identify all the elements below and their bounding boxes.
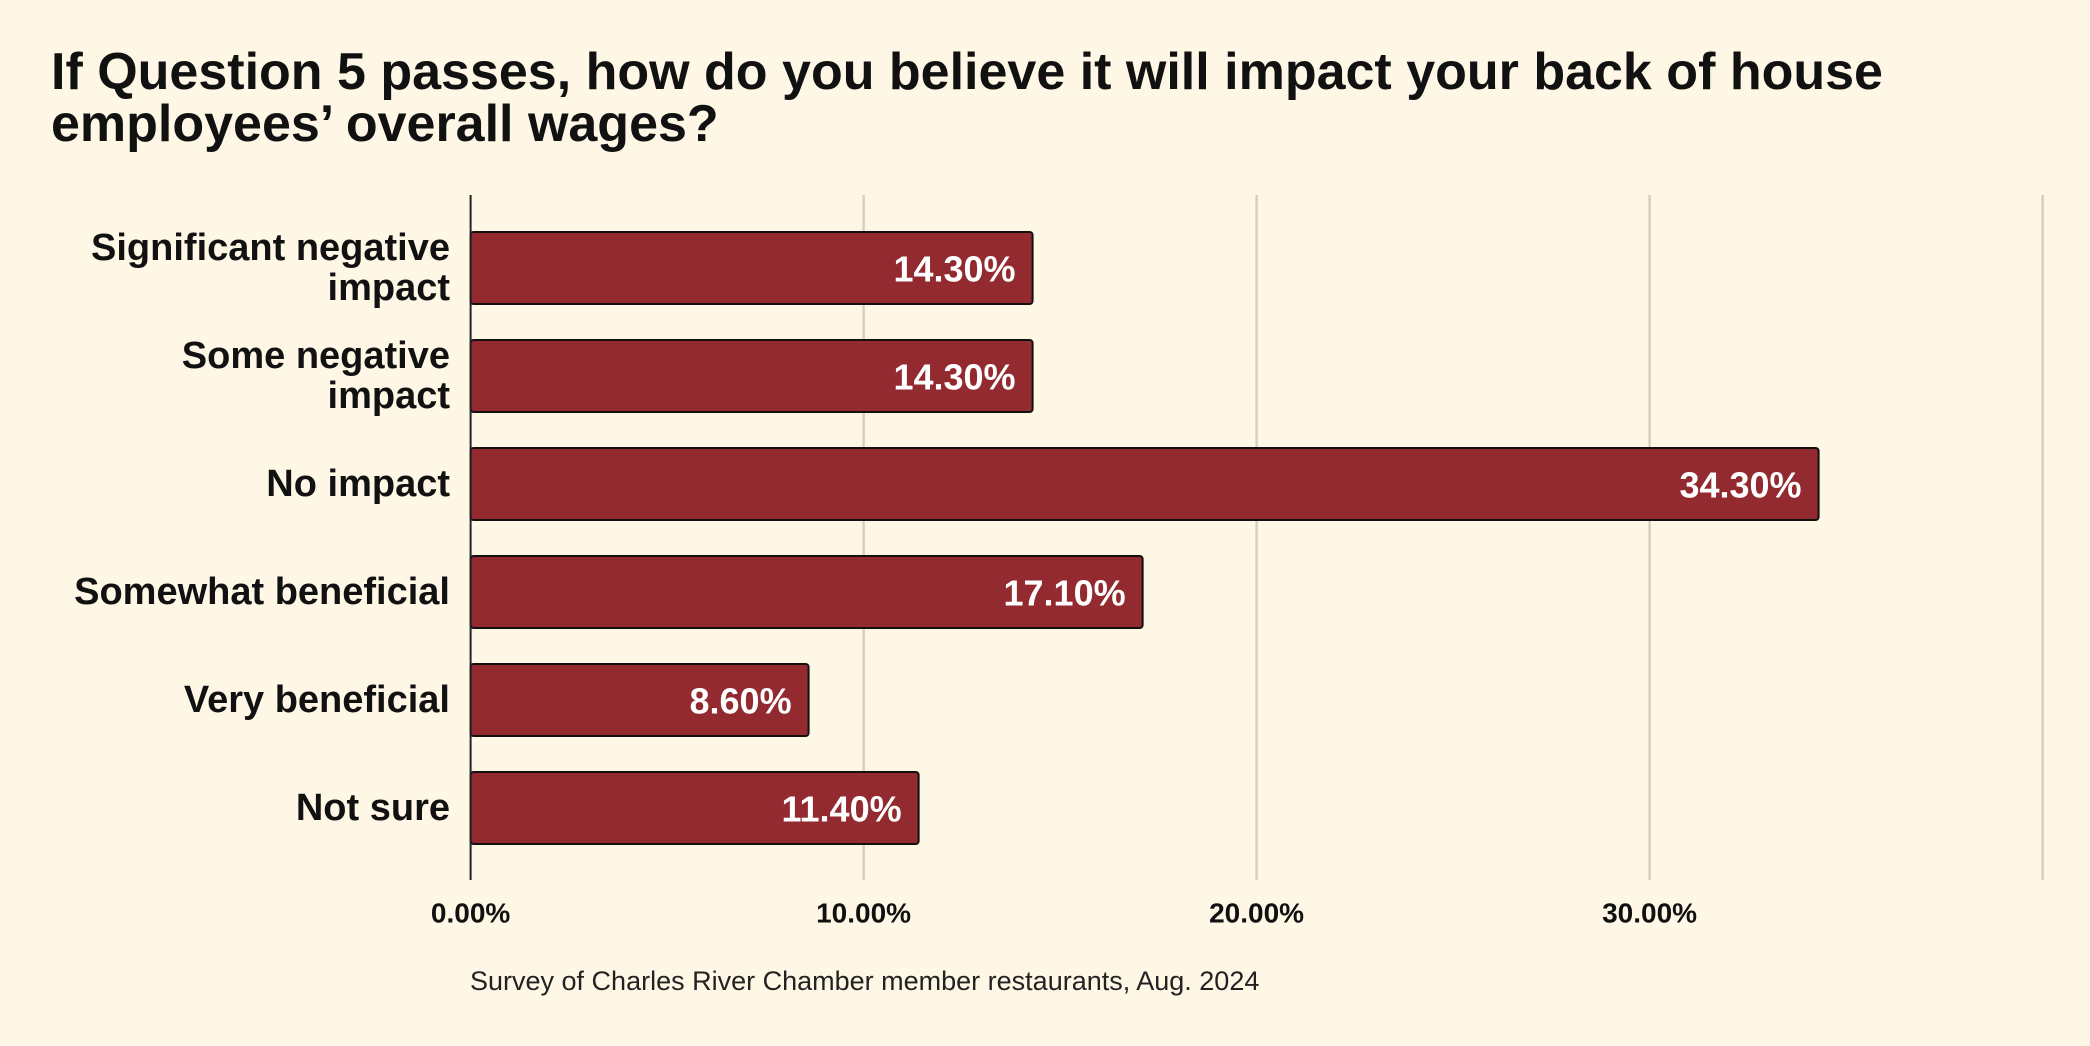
value-label: 14.30% bbox=[893, 249, 1015, 290]
category-label: Somewhat beneficial bbox=[74, 571, 450, 613]
value-label: 11.40% bbox=[781, 789, 901, 830]
value-label: 14.30% bbox=[893, 357, 1015, 398]
value-label: 8.60% bbox=[690, 681, 792, 722]
category-label: No impact bbox=[266, 463, 450, 505]
x-tick-label: 20.00% bbox=[1209, 898, 1304, 929]
x-tick-label: 0.00% bbox=[431, 898, 510, 929]
footnote: Survey of Charles River Chamber member r… bbox=[470, 966, 1260, 996]
category-label: Not sure bbox=[295, 787, 450, 829]
value-label: 17.10% bbox=[1004, 573, 1126, 614]
category-label: Some negative impact bbox=[181, 335, 450, 417]
value-label: 34.30% bbox=[1679, 465, 1801, 506]
x-tick-label: 10.00% bbox=[816, 898, 911, 929]
category-label: Significant negative impact bbox=[91, 227, 450, 309]
chart-title: If Question 5 passes, how do you believe… bbox=[51, 43, 1883, 153]
bar bbox=[469, 447, 1820, 521]
x-tick-label: 30.00% bbox=[1602, 898, 1697, 929]
category-label: Very beneficial bbox=[183, 679, 450, 721]
